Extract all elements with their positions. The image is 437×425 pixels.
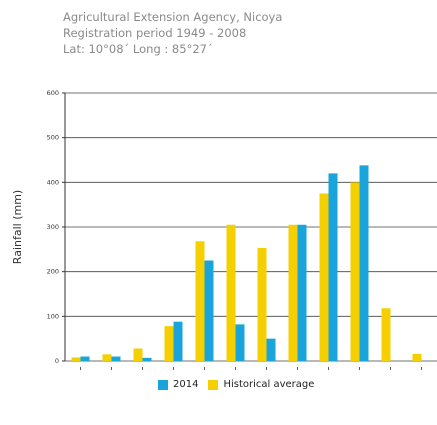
legend-item-2014: 2014	[158, 379, 198, 390]
y-tick-label-0: 0	[55, 357, 59, 365]
y-tick-label-200: 200	[47, 268, 59, 276]
bar-historical-7	[288, 224, 298, 361]
bar-2014-7	[297, 224, 307, 361]
bar-historical-6	[257, 247, 267, 361]
bar-2014-6	[266, 338, 276, 361]
y-tick-label-500: 500	[47, 134, 59, 142]
bar-2014-8	[328, 173, 338, 361]
chart-legend: 2014 Historical average	[158, 379, 324, 390]
registration-period: Registration period 1949 - 2008	[63, 26, 247, 40]
legend-item-historical: Historical average	[208, 379, 314, 390]
station-name: Agricultural Extension Agency, Nicoya	[63, 10, 283, 24]
legend-swatch-historical	[208, 379, 219, 390]
chart-header: Agricultural Extension Agency, Nicoya Re…	[63, 9, 282, 57]
bar-2014-1	[111, 356, 121, 361]
bar-2014-5	[235, 324, 245, 361]
y-axis-label: Rainfall (mm)	[11, 190, 24, 264]
rainfall-bar-chart: 0100200300400500600EFMAMJJASONDRainfall …	[11, 89, 437, 370]
y-tick-label-400: 400	[47, 178, 59, 186]
legend-swatch-2014	[158, 379, 168, 390]
bar-historical-5	[226, 224, 236, 361]
bar-historical-8	[319, 193, 329, 361]
bar-historical-11	[412, 353, 422, 361]
bar-historical-10	[381, 308, 391, 361]
bar-historical-2	[133, 348, 143, 361]
legend-label-historical: Historical average	[223, 379, 315, 390]
bar-historical-9	[350, 182, 360, 361]
station-coordinates: Lat: 10°08´ Long : 85°27´	[63, 42, 213, 56]
y-tick-label-600: 600	[47, 89, 59, 97]
bar-2014-4	[204, 260, 214, 361]
bar-2014-0	[80, 356, 90, 361]
y-tick-label-100: 100	[47, 312, 59, 320]
legend-label-2014: 2014	[173, 379, 199, 390]
bar-2014-3	[173, 321, 183, 361]
bar-historical-4	[195, 241, 205, 361]
y-tick-label-300: 300	[47, 223, 59, 231]
bar-historical-0	[71, 357, 81, 361]
bar-2014-9	[359, 165, 369, 361]
bar-historical-3	[164, 326, 174, 361]
bar-2014-2	[142, 357, 152, 361]
bar-historical-1	[102, 354, 112, 361]
